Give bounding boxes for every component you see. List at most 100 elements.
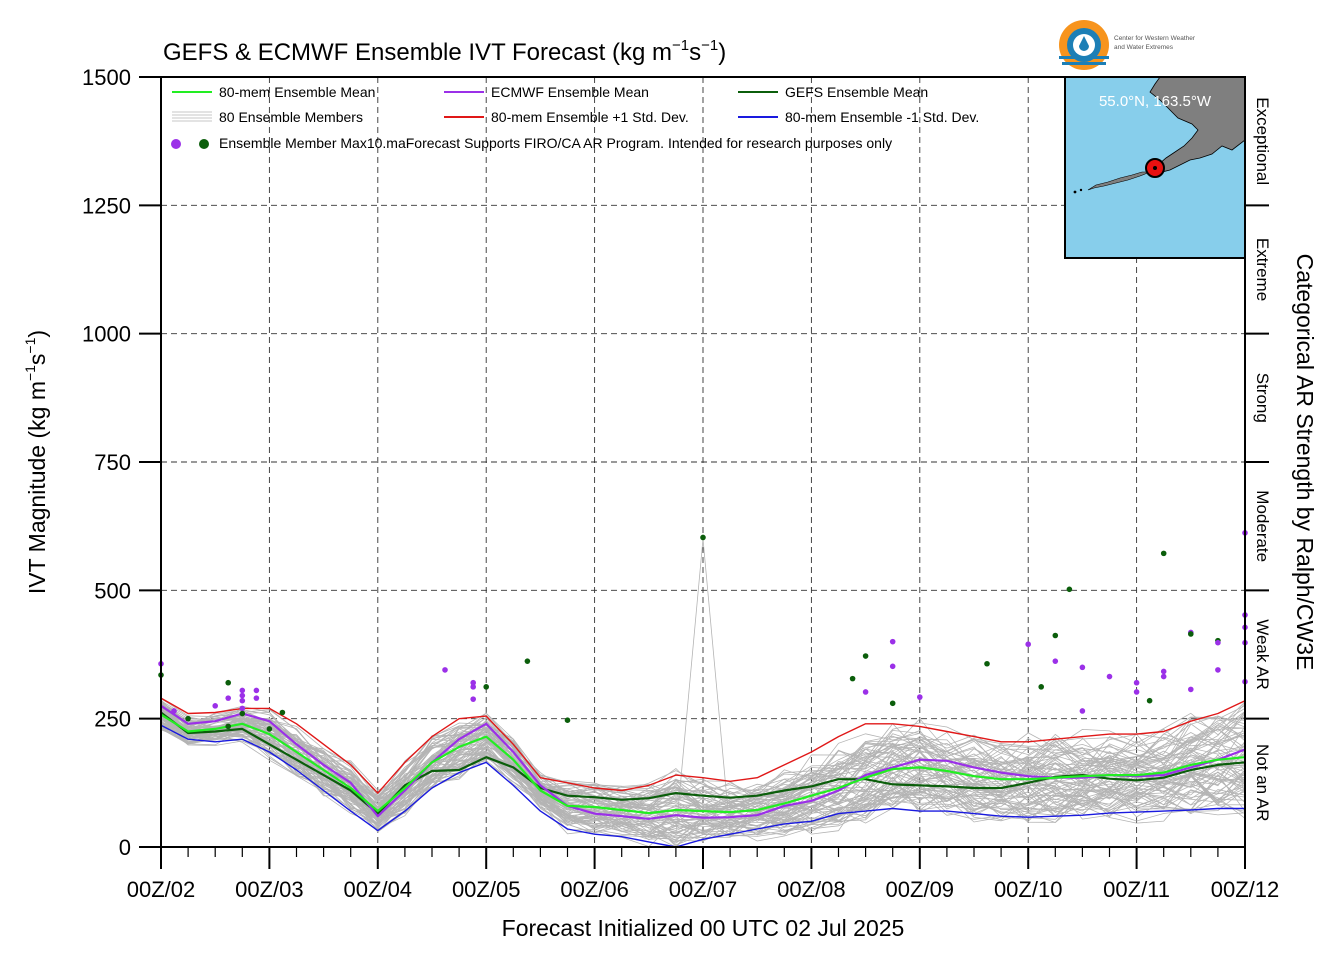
member-max-point [889, 638, 896, 645]
legend-label-member-max: Ensemble Member Max10.maForecast Support… [219, 135, 892, 151]
logo-line-1: Center for Western Weather [1114, 35, 1196, 42]
right-axis-label: Categorical AR Strength by Ralph/CW3E [1292, 254, 1318, 671]
y-tick-label: 250 [94, 707, 131, 732]
x-tick-label: 00Z/05 [452, 877, 521, 902]
member-max-point [1066, 586, 1073, 593]
ensemble-members [160, 538, 1246, 848]
member-max-point [1052, 658, 1059, 664]
member-max-point [1079, 708, 1086, 714]
series-line-80-mem-ensemble-1-std-dev- [160, 724, 1245, 848]
disclaimer-text: 10.maForecast Supports FIRO/CA AR Progra… [367, 135, 892, 151]
member-max-point [1188, 631, 1194, 637]
ensemble-member-line [160, 716, 1246, 824]
category-label: Not an AR [1253, 744, 1272, 822]
legend-label-minus-sd: 80-mem Ensemble -1 Std. Dev. [785, 109, 979, 125]
x-tick-label: 00Z/06 [560, 877, 629, 902]
member-max-point [239, 687, 246, 694]
y-tick-label: 1250 [82, 193, 131, 218]
member-max-point [984, 660, 990, 667]
member-max-point [1133, 679, 1140, 686]
member-max-point [889, 663, 896, 670]
x-tick-label: 00Z/04 [344, 877, 413, 902]
legend-label-gefs: GEFS Ensemble Mean [785, 84, 928, 100]
x-tick-label: 00Z/08 [777, 877, 846, 902]
member-max-point [524, 658, 531, 664]
ensemble-member-line [160, 702, 1246, 809]
member-max-point [1215, 667, 1221, 673]
ensemble-member-line [160, 698, 1246, 797]
member-max-points [158, 530, 1248, 732]
ensemble-member-line [160, 716, 1246, 837]
member-max-point [225, 723, 232, 730]
member-max-point [239, 710, 246, 717]
member-max-point [253, 695, 260, 701]
member-max-point [185, 715, 191, 722]
y-axis-label: IVT Magnitude (kg m−1s−1) [22, 330, 50, 594]
legend: 80-mem Ensemble Mean ECMWF Ensemble Mean… [171, 84, 979, 151]
ensemble-member-line [160, 725, 1246, 842]
member-max-point [889, 700, 896, 707]
member-max-point [239, 692, 246, 699]
member-max-point [470, 679, 476, 686]
category-label: Extreme [1253, 238, 1272, 301]
member-max-point [1133, 689, 1140, 695]
series-line-80-mem-ensemble-mean [160, 713, 1246, 815]
member-max-point [442, 667, 448, 673]
member-max-point [1146, 697, 1153, 704]
x-tick-label: 00Z/10 [994, 877, 1063, 902]
member-max-point [862, 653, 869, 659]
member-max-point [225, 695, 232, 701]
y-tick-label: 500 [94, 578, 131, 603]
x-tick-label: 00Z/12 [1211, 877, 1280, 902]
legend-label-ecmwf: ECMWF Ensemble Mean [491, 84, 649, 100]
member-max-point [1038, 684, 1045, 690]
member-max-point [1025, 641, 1031, 648]
member-max-point [1160, 673, 1167, 680]
member-max-point [1160, 668, 1167, 675]
member-max-point [239, 697, 246, 704]
member-max-point [483, 684, 490, 690]
y-tick-label: 1000 [82, 322, 131, 347]
series-line-80-mem-ensemble-1-std-dev- [160, 697, 1246, 794]
logo-line-2: and Water Extremes [1114, 44, 1174, 51]
x-tick-label: 00Z/07 [669, 877, 738, 902]
x-tick-label: 00Z/11 [1103, 877, 1170, 902]
ensemble-member-line [160, 713, 1246, 823]
y-tick-label: 0 [119, 835, 131, 860]
y-tick-label: 750 [94, 450, 131, 475]
member-max-point [564, 717, 571, 724]
member-max-point [1052, 632, 1059, 639]
legend-dot-gefs [199, 139, 209, 149]
member-max-point [279, 709, 286, 716]
logo-drop-icon [1079, 36, 1089, 51]
member-max-point [212, 703, 218, 709]
x-tick-label: 00Z/03 [235, 877, 304, 902]
x-tick-label: 00Z/02 [127, 877, 196, 902]
legend-dot-ecmwf [171, 139, 181, 149]
member-max-point [1160, 550, 1167, 557]
x-axis-label: Forecast Initialized 00 UTC 02 Jul 2025 [502, 915, 905, 941]
ensemble-member-line [160, 723, 1246, 835]
member-max-point [862, 689, 869, 695]
axes: 0 250 500 750 1000 1250 1500 00Z/02 00Z/03 00Z/04… [82, 65, 1279, 902]
member-max-point [1188, 686, 1194, 693]
inset-land-aleutians [1087, 171, 1151, 191]
category-label: Moderate [1253, 490, 1272, 562]
inset-map: 55.0°N, 163.5°W [1064, 76, 1246, 259]
category-label: Strong [1253, 373, 1272, 423]
chart-title: GEFS & ECMWF Ensemble IVT Forecast (kg m… [163, 37, 726, 66]
y-tick-label: 1500 [82, 65, 131, 90]
legend-swatch-members [172, 111, 212, 122]
ensemble-member-line [160, 717, 1246, 827]
member-max-point [266, 726, 273, 732]
member-max-point [171, 708, 177, 714]
legend-label-mean80: 80-mem Ensemble Mean [219, 84, 375, 100]
member-max-point [700, 534, 706, 541]
cw3e-logo: Center for Western Weather and Water Ext… [1059, 20, 1196, 70]
member-max-point [253, 687, 260, 694]
member-max-point [470, 684, 476, 690]
member-max-point [917, 694, 923, 700]
member-max-point [1079, 664, 1086, 671]
inset-location-label: 55.0°N, 163.5°W [1099, 93, 1212, 110]
